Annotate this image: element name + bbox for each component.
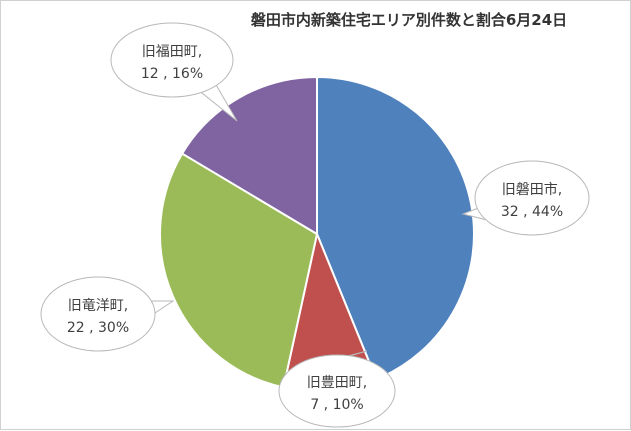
callout-bubble	[40, 276, 156, 352]
data-label-name: 旧豊田町,	[307, 375, 367, 391]
data-label-value: 12 , 16%	[141, 66, 203, 82]
pie-slice-3	[159, 152, 319, 389]
data-label-value: 7 , 10%	[310, 397, 363, 413]
data-label-3: 旧竜洋町, 22 , 30%	[40, 276, 175, 352]
data-label-2: 旧豊田町, 7 , 10%	[278, 350, 396, 428]
callout-bubble	[474, 160, 590, 236]
pie-slice-4	[180, 75, 318, 236]
data-label-4: 旧福田町, 12 , 16%	[110, 22, 238, 122]
data-label-callouts: 旧磐田市, 32 , 44% 旧豊田町, 7 , 10% 旧竜洋町, 22 , 30% 旧福…	[40, 22, 590, 428]
callout-bubble	[110, 22, 234, 98]
data-label-value: 32 , 44%	[501, 204, 563, 220]
data-label-1: 旧磐田市, 32 , 44%	[461, 160, 590, 236]
callout-bubble	[278, 354, 396, 428]
chart-title: 磐田市内新築住宅エリア別件数と割合6月24日	[250, 11, 567, 29]
data-label-value: 22 , 30%	[67, 320, 129, 336]
pie-slice-1	[316, 75, 475, 381]
data-label-name: 旧磐田市,	[502, 181, 562, 198]
pie-slices	[159, 75, 475, 392]
data-label-name: 旧福田町,	[142, 44, 202, 60]
data-label-name: 旧竜洋町,	[68, 297, 128, 314]
